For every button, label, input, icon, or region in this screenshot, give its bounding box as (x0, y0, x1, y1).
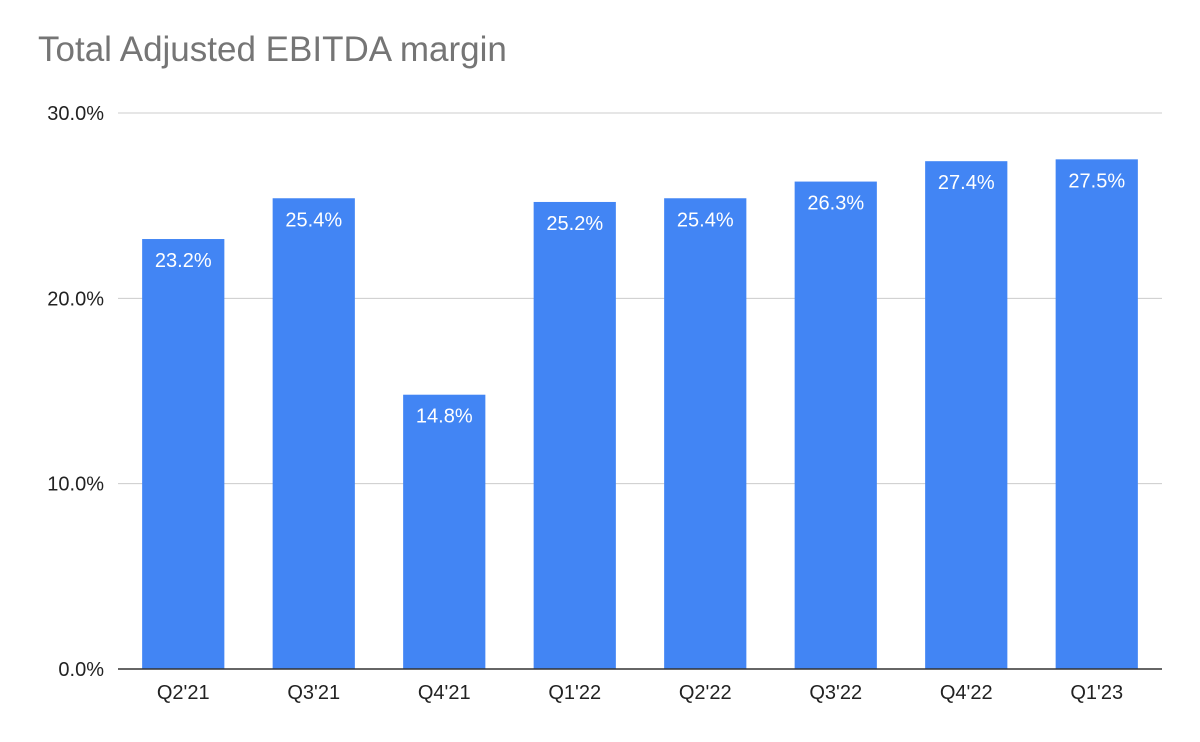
x-tick-label: Q3'21 (287, 682, 340, 704)
bar (664, 198, 747, 669)
bar (794, 181, 877, 669)
bar (272, 198, 355, 669)
y-tick-label: 30.0% (47, 103, 104, 125)
data-label: 14.8% (416, 406, 473, 428)
x-tick-label: Q2'22 (679, 682, 732, 704)
chart-title: Total Adjusted EBITDA margin (38, 30, 507, 69)
bar (925, 161, 1008, 670)
y-tick-label: 10.0% (47, 474, 104, 496)
x-axis-ticks: Q2'21 Q3'21 Q4'21 Q1'22 Q2'22 Q3'22 Q4'22 Q1'23 (157, 682, 1123, 704)
data-label: 26.3% (807, 193, 864, 215)
data-label: 25.4% (285, 209, 342, 231)
x-tick-label: Q1'23 (1070, 682, 1123, 704)
bars: 23.2% 25.4% 14.8% 25.2% 25.4% 26.3% 27.4% 27.5% (142, 159, 1138, 670)
bar (533, 201, 616, 669)
x-tick-label: Q3'22 (809, 682, 862, 704)
data-label: 25.4% (677, 209, 734, 231)
x-tick-label: Q4'21 (418, 682, 471, 704)
x-tick-label: Q1'22 (548, 682, 601, 704)
bar (142, 239, 225, 669)
x-tick-label: Q2'21 (157, 682, 210, 704)
bar (403, 394, 486, 669)
bar (1055, 159, 1138, 670)
x-tick-label: Q4'22 (940, 682, 993, 704)
data-label: 27.4% (938, 172, 995, 194)
y-tick-label: 0.0% (58, 659, 104, 681)
data-label: 25.2% (546, 213, 603, 235)
y-tick-label: 20.0% (47, 288, 104, 310)
y-axis-ticks: 0.0% 10.0% 20.0% 30.0% (47, 103, 104, 681)
data-label: 27.5% (1068, 170, 1125, 192)
data-label: 23.2% (155, 250, 212, 272)
